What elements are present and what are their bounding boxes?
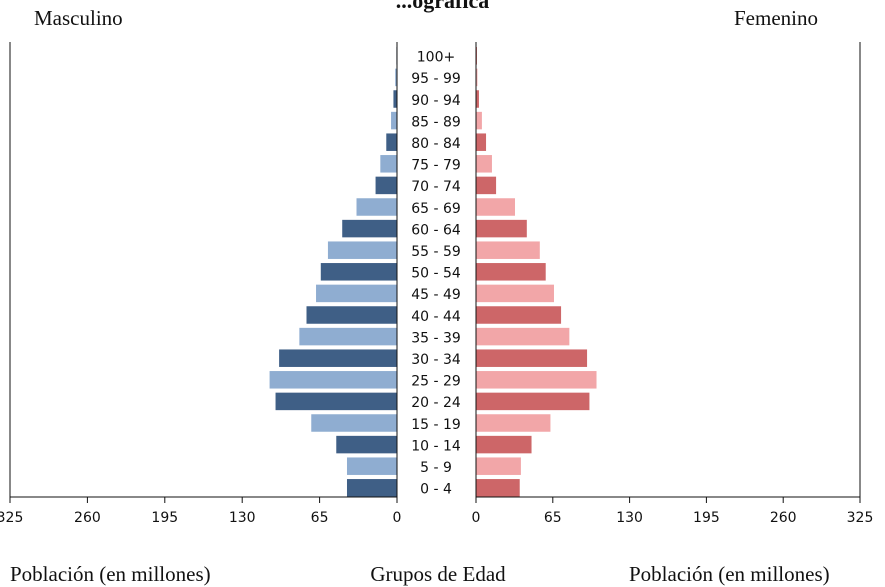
right-tick-label-4: 260 — [770, 510, 797, 526]
age-group-label-7: 65 - 69 — [411, 201, 461, 217]
age-labels-layer: 100+ 95 - 99 90 - 94 85 - 89 80 - 84 75 - 79 7… — [411, 50, 461, 498]
male-bar-18 — [336, 435, 397, 454]
age-group-label-20: 0 - 4 — [420, 482, 452, 498]
female-bar-6 — [476, 176, 497, 195]
age-group-label-1: 95 - 99 — [411, 71, 461, 87]
male-bar-9 — [327, 241, 397, 259]
right-tick-label-1: 65 — [544, 510, 562, 526]
right-tick-label-3: 195 — [693, 510, 720, 526]
female-bar-7 — [476, 198, 515, 216]
male-bar-5 — [380, 155, 397, 173]
legend-female-label: Femenino — [734, 6, 818, 30]
age-group-label-4: 80 - 84 — [411, 136, 461, 152]
right-x-axis-title: Población (en millones) — [629, 562, 830, 586]
right-tick-label-5: 325 — [847, 510, 874, 526]
female-bar-12 — [476, 306, 562, 324]
female-bar-19 — [476, 457, 521, 475]
axes-layer: 325 260 195 130 65 0 0 65 130 195 260 325 — [0, 42, 873, 526]
age-group-label-10: 50 - 54 — [411, 266, 461, 282]
left-tick-label-3: 130 — [229, 510, 256, 526]
female-bar-16 — [476, 392, 590, 411]
left-tick-label-0: 325 — [0, 510, 23, 526]
age-group-label-3: 85 - 89 — [411, 114, 461, 130]
age-group-label-13: 35 - 39 — [411, 330, 461, 346]
female-bar-18 — [476, 435, 532, 454]
age-group-label-15: 25 - 29 — [411, 374, 461, 390]
left-tick-label-1: 260 — [74, 510, 101, 526]
male-bar-14 — [279, 349, 397, 367]
bottom-axis-labels: Población (en millones) Grupos de Edad P… — [10, 562, 830, 586]
female-bar-5 — [476, 155, 492, 173]
age-group-label-9: 55 - 59 — [411, 244, 461, 260]
right-tick-label-0: 0 — [472, 510, 481, 526]
age-group-label-5: 75 - 79 — [411, 158, 461, 174]
left-tick-label-2: 195 — [151, 510, 178, 526]
male-bar-10 — [320, 263, 397, 281]
female-bar-15 — [476, 371, 597, 389]
left-tick-label-5: 0 — [393, 510, 402, 526]
chart-title-group: ...ográfica Masculino Femenino — [34, 0, 818, 30]
female-bar-13 — [476, 327, 570, 346]
male-bar-4 — [386, 133, 397, 151]
age-group-label-11: 45 - 49 — [411, 287, 461, 303]
age-group-label-2: 90 - 94 — [411, 93, 461, 109]
female-bar-11 — [476, 284, 554, 303]
age-group-label-16: 20 - 24 — [411, 395, 461, 411]
age-group-label-0: 100+ — [417, 50, 455, 66]
age-group-label-18: 10 - 14 — [411, 438, 461, 454]
bars-layer — [269, 47, 597, 497]
female-bar-8 — [476, 219, 527, 238]
age-group-label-12: 40 - 44 — [411, 309, 461, 325]
left-tick-label-4: 65 — [311, 510, 329, 526]
female-bar-20 — [476, 479, 520, 497]
male-bar-2 — [393, 90, 397, 108]
male-bar-19 — [346, 457, 397, 475]
age-group-label-6: 70 - 74 — [411, 179, 461, 195]
male-bar-3 — [391, 111, 397, 130]
right-tick-label-2: 130 — [616, 510, 643, 526]
male-bar-11 — [316, 284, 397, 303]
male-bar-20 — [346, 479, 397, 497]
male-bar-17 — [311, 414, 397, 432]
left-x-axis-title: Población (en millones) — [10, 562, 211, 586]
female-bar-1 — [476, 68, 478, 87]
male-bar-7 — [356, 198, 397, 216]
male-bar-1 — [395, 68, 397, 87]
legend-male-label: Masculino — [34, 6, 123, 30]
female-bar-10 — [476, 263, 546, 281]
male-bar-12 — [306, 306, 397, 324]
female-bar-3 — [476, 111, 482, 130]
male-bar-15 — [269, 371, 397, 389]
age-group-label-17: 15 - 19 — [411, 417, 461, 433]
male-bar-16 — [275, 392, 397, 411]
female-bar-14 — [476, 349, 588, 367]
age-group-label-8: 60 - 64 — [411, 222, 461, 238]
female-bar-4 — [476, 133, 487, 151]
male-bar-13 — [299, 327, 397, 346]
female-bar-2 — [476, 90, 479, 108]
male-bar-6 — [375, 176, 397, 195]
male-bar-8 — [342, 219, 397, 238]
age-group-label-14: 30 - 34 — [411, 352, 461, 368]
age-group-label-19: 5 - 9 — [420, 460, 452, 476]
center-axis-title: Grupos de Edad — [370, 562, 506, 586]
female-bar-9 — [476, 241, 540, 259]
female-bar-17 — [476, 414, 551, 432]
chart-title: ...ográfica — [396, 0, 489, 13]
